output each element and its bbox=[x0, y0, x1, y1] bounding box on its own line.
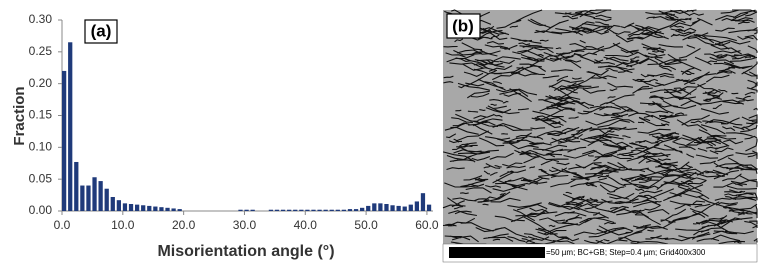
x-tick-label: 40.0 bbox=[294, 218, 318, 232]
bar bbox=[408, 204, 413, 211]
scale-bar bbox=[449, 247, 545, 258]
bar bbox=[110, 196, 115, 211]
bar bbox=[80, 185, 85, 211]
bar bbox=[390, 205, 395, 211]
bar bbox=[244, 209, 249, 211]
bar bbox=[122, 203, 128, 211]
bar bbox=[250, 209, 255, 211]
x-axis-label: Misorientation angle (°) bbox=[157, 243, 334, 260]
bar bbox=[323, 209, 328, 211]
panel-label-box bbox=[84, 19, 118, 44]
bar bbox=[287, 209, 292, 211]
y-tick-label: 0.30 bbox=[29, 12, 53, 26]
bar bbox=[98, 181, 103, 211]
bar bbox=[171, 208, 176, 211]
y-axis-label: Fraction bbox=[11, 86, 28, 145]
bar bbox=[347, 209, 353, 211]
panel-label-box bbox=[446, 13, 481, 39]
micrograph bbox=[442, 9, 758, 262]
bar bbox=[268, 209, 274, 211]
bar bbox=[165, 207, 170, 211]
bar bbox=[329, 209, 334, 211]
bar bbox=[384, 203, 389, 211]
bar bbox=[147, 205, 152, 211]
bar bbox=[305, 209, 310, 211]
bar bbox=[74, 161, 79, 211]
bar bbox=[353, 209, 359, 211]
bar bbox=[177, 209, 182, 211]
bar bbox=[238, 209, 243, 211]
panel-label: (a) bbox=[91, 21, 112, 40]
bar bbox=[159, 207, 164, 211]
bar bbox=[68, 42, 73, 212]
bar bbox=[360, 207, 365, 211]
x-tick-label: 20.0 bbox=[172, 218, 196, 232]
y-tick-label: 0.00 bbox=[29, 203, 53, 217]
bar bbox=[141, 205, 146, 211]
bar bbox=[372, 203, 377, 211]
bar bbox=[92, 177, 97, 211]
x-tick-label: 10.0 bbox=[111, 218, 135, 232]
x-tick-label: 30.0 bbox=[233, 218, 257, 232]
x-tick-label: 60.0 bbox=[415, 218, 439, 232]
bar bbox=[128, 203, 134, 211]
bar bbox=[396, 205, 401, 211]
bar bbox=[153, 206, 158, 211]
y-tick-label: 0.10 bbox=[29, 140, 53, 154]
x-tick-label: 0.0 bbox=[54, 218, 71, 232]
grain-boundaries bbox=[442, 9, 758, 245]
bar bbox=[311, 209, 316, 211]
bar bbox=[299, 209, 304, 211]
bar bbox=[317, 209, 322, 211]
y-tick-label: 0.20 bbox=[29, 76, 53, 90]
bar bbox=[426, 204, 432, 211]
bar bbox=[341, 209, 347, 211]
image-caption: =50 µm; BC+GB; Step=0.4 µm; Grid400x300 bbox=[546, 248, 706, 257]
bar bbox=[274, 209, 280, 211]
bar bbox=[293, 209, 298, 211]
bar bbox=[104, 188, 109, 211]
y-tick-label: 0.15 bbox=[29, 108, 53, 122]
bar bbox=[134, 204, 140, 211]
bar bbox=[414, 201, 420, 211]
bar bbox=[280, 209, 286, 211]
bar bbox=[420, 193, 426, 211]
bar bbox=[378, 203, 383, 211]
x-tick-label: 50.0 bbox=[354, 218, 378, 232]
bar bbox=[116, 200, 121, 211]
bar bbox=[335, 209, 340, 211]
y-tick-label: 0.25 bbox=[29, 44, 53, 58]
bar bbox=[86, 185, 91, 211]
bar bbox=[366, 205, 371, 211]
bar bbox=[62, 70, 67, 211]
bar bbox=[402, 206, 407, 211]
panel-label: (b) bbox=[452, 16, 474, 35]
y-tick-label: 0.05 bbox=[29, 171, 53, 185]
